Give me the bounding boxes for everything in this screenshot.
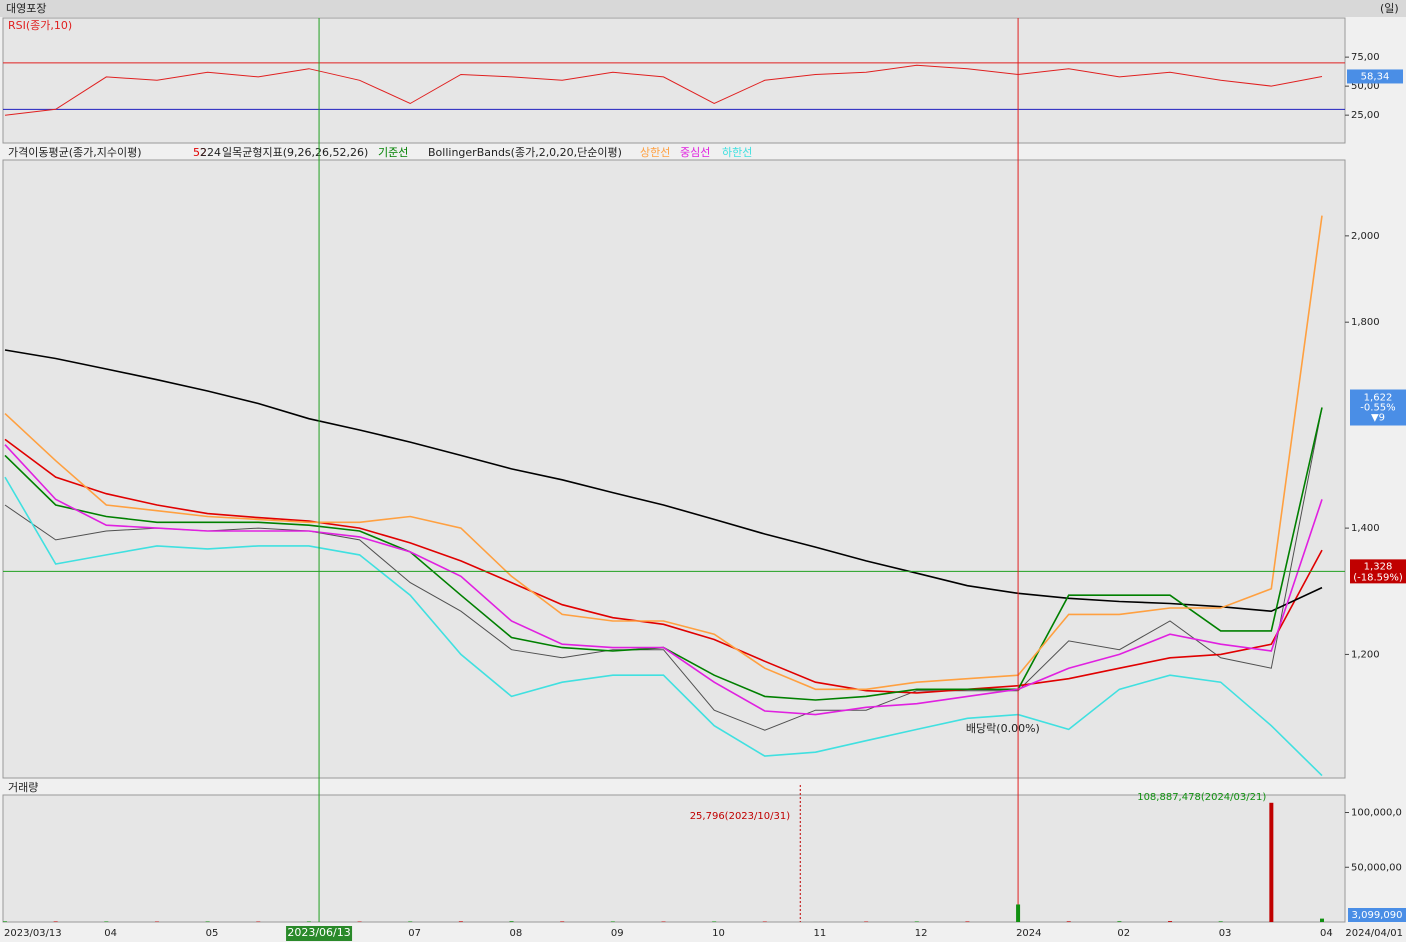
legend-entry: 224 [200, 146, 221, 159]
cursor-change: (-18.59%) [1353, 572, 1403, 583]
x-tick-label: 05 [206, 928, 219, 939]
volume-bar [1066, 921, 1071, 922]
volume-bar [1117, 921, 1122, 922]
title-bar [0, 0, 1406, 17]
volume-bar [1269, 802, 1274, 922]
cursor-date: 2023/06/13 [287, 926, 350, 939]
x-tick-label: 04 [1320, 928, 1333, 939]
x-tick-label: 2023/03/13 [4, 928, 62, 939]
cursor-price: 1,328 [1364, 561, 1393, 572]
y-tick-label: 1,400 [1351, 523, 1380, 534]
volume-bar [610, 921, 615, 922]
cursor-box [1350, 559, 1406, 584]
volume-bar [3, 921, 7, 922]
x-tick-label: 09 [611, 928, 624, 939]
y-tick-label: 50,000,00 [1351, 862, 1402, 873]
series-line [4, 215, 1323, 691]
stock-name: 대영포장 [6, 2, 46, 15]
volume-bar [712, 921, 717, 922]
series-line [4, 349, 1323, 613]
annotation: 배당락(0.00%) [966, 722, 1040, 735]
rsi-title: RSI(종가,10) [8, 19, 72, 32]
volume-bar [306, 921, 311, 922]
volume-bar [1016, 904, 1021, 922]
legend-entry: 중심선 [680, 146, 710, 159]
y-tick-label: 25,00 [1351, 110, 1380, 121]
x-tick-label: 04 [104, 928, 117, 939]
current-price: 1,622 [1364, 393, 1393, 404]
volume-bar [509, 921, 514, 922]
indicator-label: BollingerBands(종가,2,0,20,단순이평) [428, 146, 622, 159]
last-volume-box [1348, 908, 1406, 922]
value-label: 58,34 [1361, 71, 1390, 82]
volume-bar [560, 921, 565, 922]
x-tick-label: 2024 [1016, 928, 1041, 939]
legend-entry: 52 [193, 146, 207, 159]
current-diff: ▼9 [1371, 413, 1385, 424]
x-tick-label: 12 [915, 928, 928, 939]
x-tick-label: 10 [712, 928, 725, 939]
volume-bar [53, 921, 58, 922]
volume-bar [965, 921, 970, 922]
volume-bar [104, 921, 109, 922]
x-tick-label: 08 [510, 928, 523, 939]
y-tick-label: 2,000 [1351, 231, 1380, 242]
x-tick-label: 02 [1117, 928, 1130, 939]
series-line [4, 407, 1323, 731]
x-tick-label: 11 [813, 928, 826, 939]
rsi-panel [2, 17, 1346, 144]
volume-bar [1168, 921, 1173, 922]
volume-bar [1320, 918, 1324, 922]
series-line [4, 444, 1323, 716]
current-price-box [1350, 389, 1406, 426]
indicator-label: 가격이동평균(종가,지수이평) [8, 146, 142, 159]
volume-bar [914, 921, 919, 922]
series-line [4, 476, 1323, 777]
y-tick-label: 100,000,0 [1351, 808, 1402, 819]
series-line [4, 438, 1323, 694]
period: (일) [1380, 1, 1399, 15]
y-tick-label: 1,200 [1351, 649, 1380, 660]
volume-bar [408, 921, 413, 922]
x-tick-label: 07 [408, 928, 421, 939]
volume-bar [205, 921, 210, 922]
x-tick-label: 03 [1219, 928, 1232, 939]
legend-entry: 기준선 [378, 146, 408, 159]
y-tick-label: 1,800 [1351, 317, 1380, 328]
legend-entry: 상한선 [640, 146, 670, 159]
price-panel [2, 159, 1346, 779]
volume-panel [2, 794, 1346, 923]
series-line [4, 64, 1323, 116]
indicator-label: 일목균형지표(9,26,26,52,26) [222, 145, 368, 159]
value-label-box [1347, 69, 1403, 84]
volume-annotation: 108,887,478(2024/03/21) [1137, 792, 1266, 803]
last-volume: 3,099,090 [1352, 910, 1403, 921]
y-tick-label: 75,00 [1351, 52, 1380, 63]
current-change: -0.55% [1360, 403, 1395, 414]
x-end-label: 2024/04/01 [1345, 928, 1403, 939]
y-tick-label: 50,00 [1351, 81, 1380, 92]
cursor-date-box [286, 926, 353, 941]
legend-entry: 하한선 [722, 145, 752, 159]
volume-annotation: 25,796(2023/10/31) [690, 811, 791, 822]
volume-bar [1218, 921, 1223, 922]
volume-title: 거래량 [8, 781, 38, 794]
volume-bar [458, 921, 463, 922]
